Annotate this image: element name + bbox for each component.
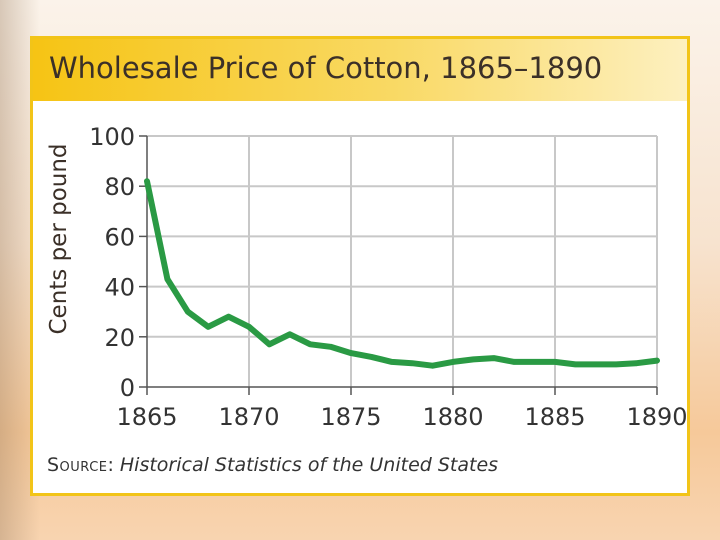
chart-panel: Wholesale Price of Cotton, 1865–1890 0 20… — [30, 36, 690, 496]
x-tick-label: 1885 — [524, 403, 585, 431]
x-tick-label: 1870 — [218, 403, 279, 431]
data-point — [470, 356, 476, 362]
source-label: Source — [47, 454, 108, 476]
x-tick-label: 1865 — [116, 403, 177, 431]
y-tick-label: 20 — [104, 324, 135, 352]
data-point — [368, 354, 374, 360]
tick-labels: 0 20 40 60 80 100 1865 1870 1875 1880 1885 1890 — [89, 123, 687, 431]
data-point — [246, 324, 252, 330]
data-point — [450, 359, 456, 365]
data-point — [266, 341, 272, 347]
data-point — [226, 314, 232, 320]
y-tick-label: 100 — [89, 123, 135, 151]
source-note: Source: Historical Statistics of the Unit… — [47, 454, 498, 476]
data-point — [389, 359, 395, 365]
data-point — [348, 350, 354, 356]
y-tick-label: 80 — [104, 173, 135, 201]
y-tick-label: 0 — [120, 374, 135, 402]
y-tick-label: 60 — [104, 223, 135, 251]
data-point — [205, 324, 211, 330]
data-point — [430, 363, 436, 369]
data-point — [164, 276, 170, 282]
data-point — [491, 355, 497, 361]
x-tick-label: 1880 — [422, 403, 483, 431]
data-point — [572, 361, 579, 368]
data-point — [593, 361, 599, 368]
data-point — [511, 359, 517, 365]
line-chart: 0 20 40 60 80 100 1865 1870 1875 1880 1885 1890 Cen… — [46, 123, 687, 431]
data-point — [634, 360, 640, 366]
y-tick-label: 40 — [104, 274, 135, 302]
data-point — [613, 361, 619, 368]
data-point — [328, 344, 334, 350]
source-separator: : — [107, 454, 114, 476]
axes — [139, 135, 658, 395]
data-point — [409, 360, 415, 366]
data-point — [307, 341, 313, 347]
x-tick-label: 1875 — [320, 403, 381, 431]
data-point — [532, 359, 538, 365]
data-point — [552, 359, 558, 365]
y-axis-label: Cents per pound — [46, 143, 72, 334]
x-tick-label: 1890 — [626, 403, 687, 431]
data-point — [185, 309, 191, 315]
data-point — [287, 331, 293, 337]
title-bar: Wholesale Price of Cotton, 1865–1890 — [33, 39, 687, 101]
series-layer — [144, 178, 660, 369]
grid — [147, 135, 658, 387]
series-line — [144, 178, 660, 369]
chart-title: Wholesale Price of Cotton, 1865–1890 — [49, 51, 603, 85]
source-title: Historical Statistics of the United Stat… — [119, 454, 499, 476]
data-point — [654, 358, 660, 364]
data-point — [144, 178, 150, 184]
